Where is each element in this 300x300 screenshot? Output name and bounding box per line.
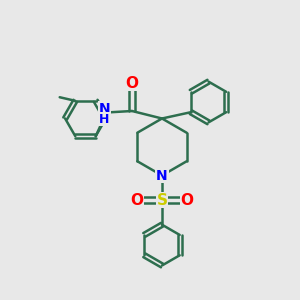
Text: O: O [130, 193, 143, 208]
Text: N: N [98, 102, 110, 116]
Text: O: O [125, 76, 139, 91]
Text: N: N [156, 169, 168, 182]
Text: H: H [99, 112, 109, 126]
Text: O: O [181, 193, 194, 208]
Text: S: S [157, 193, 167, 208]
